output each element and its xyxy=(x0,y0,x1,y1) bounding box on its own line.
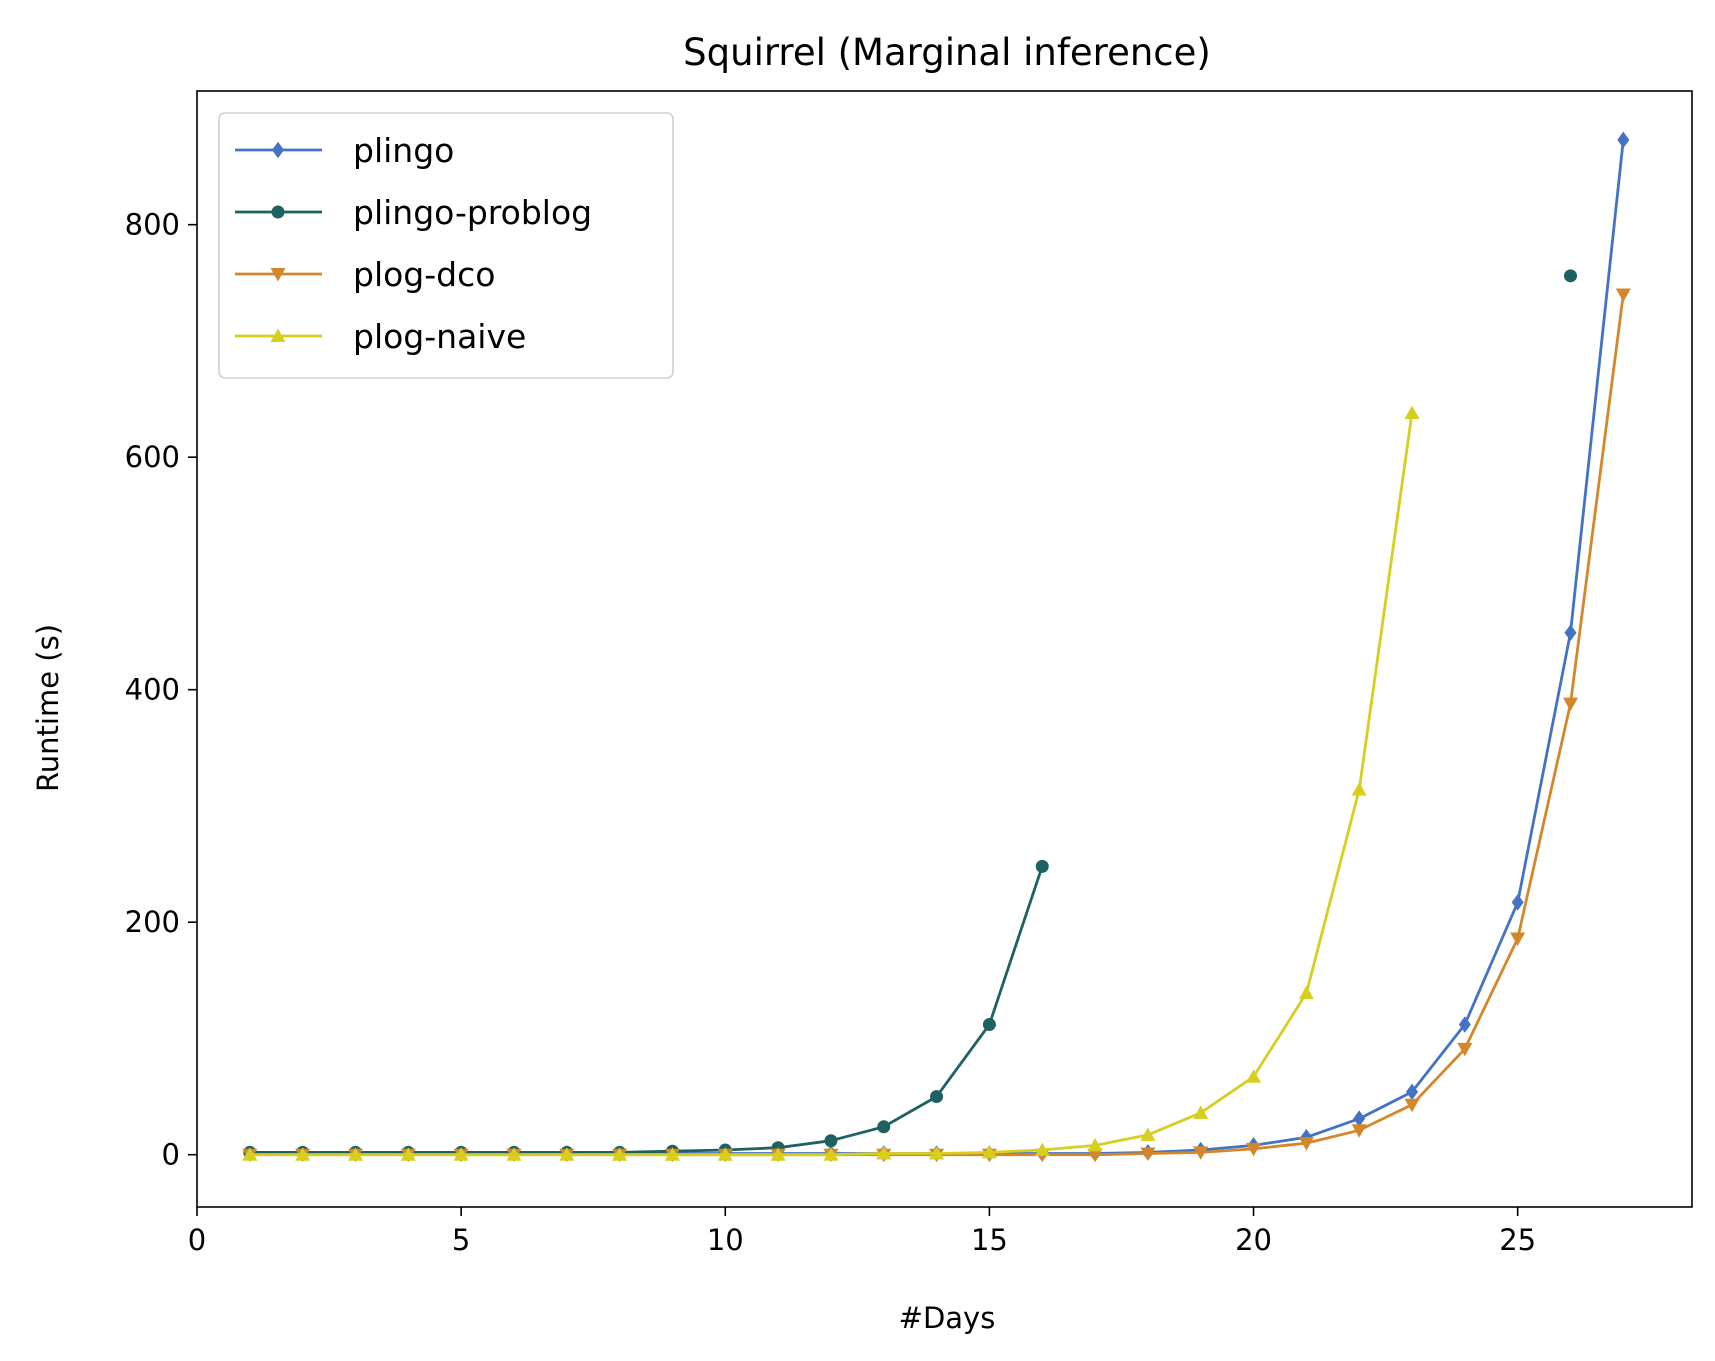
y-tick-label: 200 xyxy=(125,905,180,939)
data-point-plog-naive xyxy=(770,1147,786,1161)
data-point-plog-naive xyxy=(1140,1127,1156,1141)
plot-frame xyxy=(196,90,1693,1208)
y-tick-label: 800 xyxy=(125,208,180,242)
data-point-plog-dco xyxy=(1087,1148,1103,1163)
legend-box xyxy=(218,112,674,379)
data-point-plog-naive xyxy=(1034,1142,1050,1157)
data-point-plog-dco xyxy=(1351,1124,1367,1138)
data-point-plog-naive xyxy=(559,1147,575,1161)
data-point-plog-naive xyxy=(823,1147,839,1161)
x-tick-label: 15 xyxy=(971,1223,1008,1257)
data-point-plingo xyxy=(1617,131,1630,149)
data-point-plog-dco xyxy=(1298,1137,1314,1151)
x-tick-label: 20 xyxy=(1235,1223,1272,1257)
data-point-plog-naive xyxy=(453,1147,469,1161)
legend-marker-plingo xyxy=(272,141,284,159)
data-point-plingo xyxy=(1458,1016,1471,1033)
data-point-plingo-problog xyxy=(1563,269,1577,283)
y-tick-label: 600 xyxy=(125,440,180,474)
y-tick-label: 400 xyxy=(125,673,180,707)
data-point-plog-dco xyxy=(1615,288,1631,302)
data-point-plingo xyxy=(1353,1110,1366,1127)
x-tick-label: 5 xyxy=(452,1223,470,1257)
chart-title: Squirrel (Marginal inference) xyxy=(683,31,1211,74)
x-tick-label: 25 xyxy=(1499,1223,1536,1257)
data-point-plog-naive xyxy=(876,1146,892,1160)
data-point-plog-naive xyxy=(612,1147,628,1161)
data-point-plingo xyxy=(1511,894,1524,911)
series-line-plingo-problog xyxy=(249,865,1044,1154)
data-point-plingo-problog xyxy=(824,1134,838,1148)
y-tick-label: 0 xyxy=(162,1138,180,1172)
legend-marker-plog-dco xyxy=(270,268,286,282)
data-point-plog-dco xyxy=(1562,697,1578,712)
data-point-plog-naive xyxy=(295,1147,311,1161)
legend-label-plingo-problog: plingo-problog xyxy=(353,193,592,232)
data-point-plog-dco xyxy=(1246,1142,1262,1157)
data-point-plog-naive xyxy=(1298,985,1314,1000)
data-point-plog-naive xyxy=(242,1147,258,1161)
series-plog-naive xyxy=(242,405,1420,1161)
data-point-plog-dco xyxy=(1457,1042,1473,1057)
data-point-plog-naive xyxy=(347,1147,363,1161)
legend-label-plog-dco: plog-dco xyxy=(353,255,495,294)
plot-area: 0 5 10 15 20 25 0 200 400 600 800 xyxy=(125,90,1693,1257)
data-point-plingo xyxy=(1406,1083,1419,1101)
data-point-plingo-problog xyxy=(930,1090,944,1104)
data-point-plog-dco xyxy=(1510,932,1526,946)
data-point-plog-naive xyxy=(1193,1105,1209,1119)
data-point-plog-naive xyxy=(981,1144,997,1159)
x-axis-label: #Days xyxy=(899,1301,996,1335)
data-point-plog-naive xyxy=(400,1147,416,1161)
legend-label-plingo: plingo xyxy=(353,131,454,170)
data-point-plog-dco xyxy=(1140,1147,1156,1162)
legend-marker-plingo-problog xyxy=(271,205,285,219)
x-tick-label: 10 xyxy=(707,1223,744,1257)
data-point-plog-naive xyxy=(1246,1069,1262,1083)
legend: plingo plingo-problog plog-dco plog-naive xyxy=(218,112,674,379)
data-point-plingo xyxy=(1564,624,1577,641)
data-point-plog-naive xyxy=(1351,782,1367,796)
x-tick-label: 0 xyxy=(188,1223,206,1257)
data-point-plog-naive xyxy=(506,1147,522,1161)
data-point-plog-naive xyxy=(717,1147,733,1161)
y-axis-label: Runtime (s) xyxy=(31,624,65,792)
data-point-plingo-problog xyxy=(982,1017,996,1031)
data-point-plingo-problog xyxy=(1035,859,1049,873)
legend-marker-plog-naive xyxy=(270,328,286,342)
data-point-plog-naive xyxy=(664,1147,680,1161)
data-point-plog-dco xyxy=(1193,1146,1209,1160)
legend-label-plog-naive: plog-naive xyxy=(353,317,526,356)
data-point-plingo-problog xyxy=(877,1120,891,1134)
data-point-plog-naive xyxy=(929,1146,945,1160)
data-point-plog-dco xyxy=(1404,1098,1420,1113)
data-point-plog-naive xyxy=(1087,1137,1103,1152)
data-point-plog-naive xyxy=(1404,405,1420,420)
